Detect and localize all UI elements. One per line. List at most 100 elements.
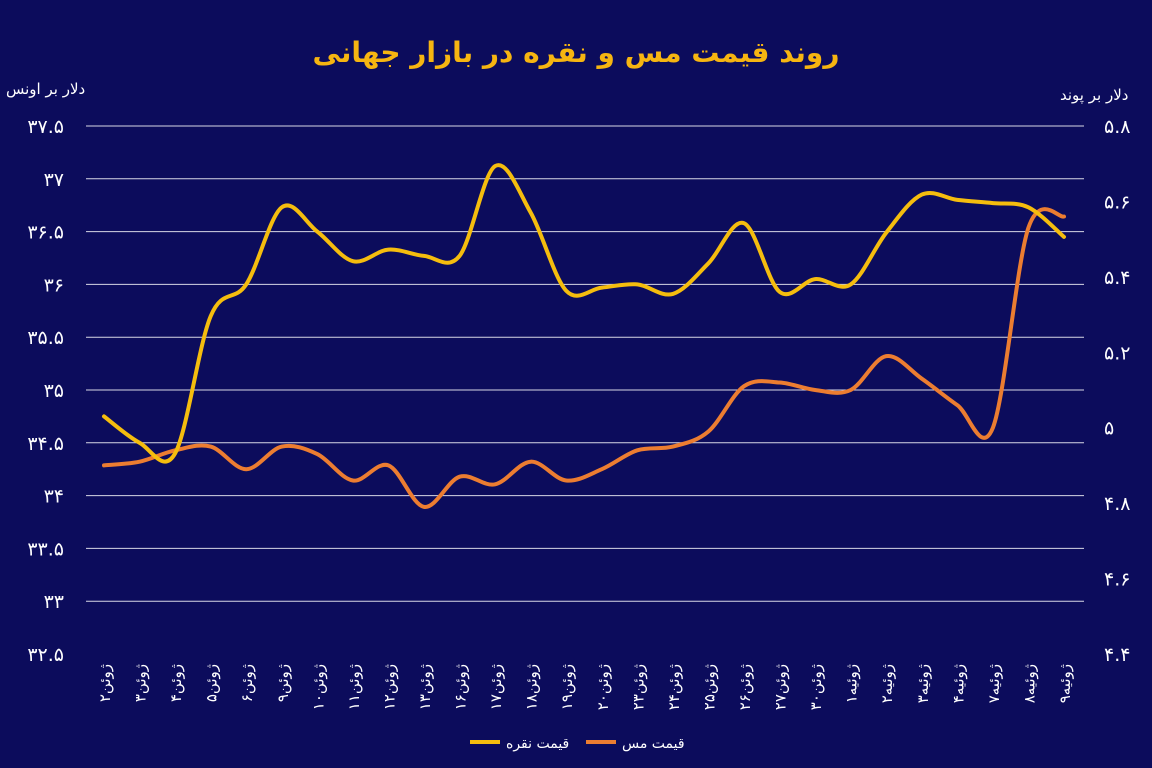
- data-point: [423, 255, 425, 257]
- x-tick-label: ۱۸ژوئن: [523, 664, 541, 710]
- data-point: [992, 427, 994, 429]
- data-point: [992, 202, 994, 204]
- data-point: [956, 404, 958, 406]
- data-point: [779, 381, 781, 383]
- x-tick-label: ۴ژوئن: [167, 664, 185, 702]
- data-point: [245, 283, 247, 285]
- x-tick-label: ۱۱ژوئن: [345, 664, 363, 710]
- left-tick-label: ۳۳: [44, 591, 64, 613]
- data-point: [885, 232, 887, 234]
- legend-copper-label: قیمت مس: [622, 736, 685, 752]
- x-tick-label: ۶ژوئن: [238, 664, 256, 702]
- right-tick-label: ۵.۸: [1104, 116, 1130, 138]
- x-tick-label: ۱۲ژوئن: [380, 664, 398, 710]
- data-point: [601, 287, 603, 289]
- silver-price-line: [102, 163, 1066, 464]
- x-tick-label: ۸ژوئیه: [1020, 664, 1038, 703]
- data-point: [103, 464, 105, 466]
- data-point: [956, 199, 958, 201]
- data-point: [707, 430, 709, 432]
- data-point: [174, 452, 176, 454]
- data-point: [814, 389, 816, 391]
- data-point: [921, 194, 923, 196]
- x-tick-label: ۲۴ژوئن: [665, 664, 683, 710]
- x-tick-label: ۳۰ژوئن: [807, 664, 825, 710]
- data-point: [565, 480, 567, 482]
- data-point: [459, 476, 461, 478]
- x-tick-label: ۷ژوئیه: [985, 664, 1003, 703]
- right-tick-label: ۴.۶: [1104, 569, 1130, 591]
- x-tick-label: ۳ژوئن: [132, 664, 150, 702]
- data-point: [530, 212, 532, 214]
- legend-silver-label: قیمت نقره: [506, 736, 569, 752]
- left-tick-label: ۳۵.۵: [27, 327, 64, 349]
- data-point: [459, 255, 461, 257]
- data-point: [707, 262, 709, 264]
- left-tick-label: ۳۵: [44, 380, 64, 402]
- x-tick-label: ۲ژوئن: [96, 664, 114, 702]
- left-tick-label: ۳۳.۵: [27, 538, 64, 560]
- data-point: [921, 378, 923, 380]
- data-point: [779, 291, 781, 293]
- left-tick-label: ۳۴.۵: [27, 433, 64, 455]
- data-point: [672, 446, 674, 448]
- data-point: [103, 415, 105, 417]
- data-point: [743, 385, 745, 387]
- x-tick-label: ۱۷ژوئن: [487, 664, 505, 710]
- x-tick-label: ۲۷ژوئن: [772, 664, 790, 710]
- data-point: [850, 389, 852, 391]
- data-point: [387, 249, 389, 251]
- data-point: [636, 449, 638, 451]
- left-tick-label: ۳۶.۵: [27, 222, 64, 244]
- data-point: [352, 260, 354, 262]
- data-point: [636, 283, 638, 285]
- left-tick-label: ۳۷.۵: [27, 116, 64, 138]
- data-point: [1027, 206, 1029, 208]
- x-tick-label: ۳ژوئیه: [914, 664, 932, 703]
- x-tick-label: ۹ژوئیه: [1056, 664, 1074, 703]
- data-point: [210, 446, 212, 448]
- data-point: [1027, 227, 1029, 229]
- data-point: [1063, 216, 1065, 218]
- data-point: [245, 468, 247, 470]
- data-point: [210, 315, 212, 317]
- x-tick-label: ۲۶ژوئن: [736, 664, 754, 710]
- data-point: [850, 283, 852, 285]
- copper-price-line: [102, 207, 1066, 509]
- data-point: [352, 480, 354, 482]
- right-tick-label: ۵.۶: [1104, 191, 1130, 213]
- data-point: [1063, 236, 1065, 238]
- left-axis-unit: دلار بر اونس: [6, 80, 86, 98]
- x-tick-label: ۴ژوئیه: [949, 664, 967, 703]
- data-point: [672, 293, 674, 295]
- left-tick-label: ۳۷: [44, 169, 64, 191]
- x-tick-label: ۱ژوئیه: [843, 664, 861, 703]
- x-tick-label: ۲۵ژوئن: [700, 664, 718, 710]
- data-point: [281, 206, 283, 208]
- x-tick-label: ۱۰ژوئن: [309, 664, 327, 710]
- data-point: [814, 278, 816, 280]
- data-point: [423, 506, 425, 508]
- left-tick-label: ۳۴: [44, 486, 64, 508]
- data-point: [885, 355, 887, 357]
- right-tick-label: ۴.۴: [1104, 644, 1130, 666]
- left-tick-label: ۳۶: [44, 274, 64, 296]
- data-point: [387, 464, 389, 466]
- x-tick-label: ۱۳ژوئن: [416, 664, 434, 710]
- data-point: [316, 453, 318, 455]
- right-tick-label: ۵: [1104, 418, 1114, 440]
- x-tick-label: ۲ژوئیه: [878, 664, 896, 703]
- data-point: [139, 442, 141, 444]
- data-point: [530, 461, 532, 463]
- data-point: [601, 468, 603, 470]
- right-tick-label: ۵.۴: [1104, 267, 1130, 289]
- data-point: [139, 461, 141, 463]
- right-tick-label: ۵.۲: [1104, 342, 1130, 364]
- left-tick-label: ۳۲.۵: [27, 644, 64, 666]
- chart-title: روند قیمت مس و نقره در بازار جهانی: [312, 36, 840, 69]
- data-point: [565, 290, 567, 292]
- x-tick-label: ۵ژوئن: [203, 664, 221, 702]
- x-tick-label: ۱۶ژوئن: [452, 664, 470, 710]
